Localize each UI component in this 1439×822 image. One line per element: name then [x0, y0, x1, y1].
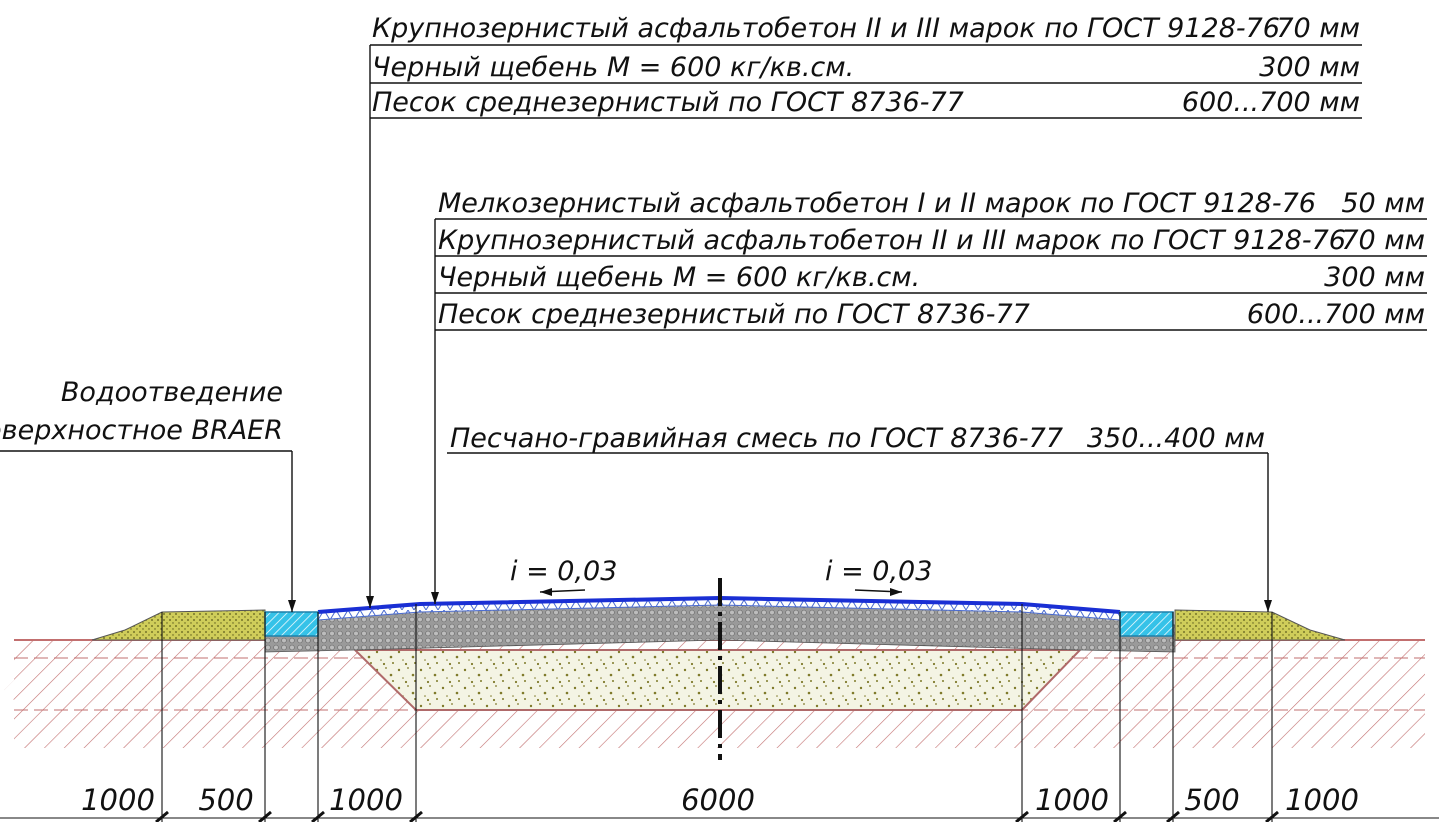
sand-subbase-layer — [352, 649, 1083, 711]
callout-text: Песок среднезернистый по ГОСТ 8736-77 — [372, 87, 964, 118]
callout-value: 300 мм — [1324, 262, 1425, 293]
dimension-label: 500 — [1184, 783, 1239, 817]
callout-value: 70 мм — [1341, 225, 1425, 256]
dimension-label: 1000 — [329, 783, 403, 817]
gravel-shoulder-right — [1174, 609, 1346, 641]
callout-drainage: Водоотведение поверхностное BRAER — [0, 377, 293, 612]
callout-value: 70 мм — [1276, 13, 1360, 44]
dimension-chain: 1000 500 1000 6000 1000 500 1000 — [0, 604, 1439, 822]
callout-text: Мелкозернистый асфальтобетон I и II маро… — [438, 188, 1316, 219]
callout-text: поверхностное BRAER — [0, 415, 283, 446]
callout-text: Песчано-гравийная смесь по ГОСТ 8736-77 — [450, 423, 1063, 454]
callout-text: Песок среднезернистый по ГОСТ 8736-77 — [438, 299, 1030, 330]
slope-label-right: i = 0,03 — [825, 556, 932, 587]
drain-channel-left — [264, 611, 319, 637]
callout-gravel-mix: Песчано-гравийная смесь по ГОСТ 8736-77 … — [447, 423, 1269, 612]
callout-text: Крупнозернистый асфальтобетон II и III м… — [438, 225, 1346, 256]
callout-value: 600...700 мм — [1247, 299, 1425, 330]
dimension-label: 1000 — [81, 783, 155, 817]
callout-value: 600...700 мм — [1182, 87, 1360, 118]
callout-text: Крупнозернистый асфальтобетон II и III м… — [372, 13, 1280, 44]
gravel-shoulder-left — [91, 609, 266, 641]
callout-road-layers: Мелкозернистый асфальтобетон I и II маро… — [434, 188, 1427, 604]
dimension-label: 1000 — [1285, 783, 1359, 817]
callout-value: 300 мм — [1259, 52, 1360, 83]
callout-value: 50 мм — [1341, 188, 1425, 219]
callout-shoulder-layers: Крупнозернистый асфальтобетон II и III м… — [369, 13, 1362, 608]
dimension-label: 500 — [198, 783, 253, 817]
dimension-label: 6000 — [681, 783, 755, 817]
dimension-label: 1000 — [1035, 783, 1109, 817]
drain-channel-right — [1119, 611, 1174, 637]
callout-text: Водоотведение — [61, 377, 283, 408]
slope-label-left: i = 0,03 — [510, 556, 617, 587]
callout-value: 350...400 мм — [1087, 423, 1265, 454]
callout-text: Черный щебень М = 600 кг/кв.см. — [438, 262, 920, 293]
callout-text: Черный щебень М = 600 кг/кв.см. — [372, 52, 854, 83]
